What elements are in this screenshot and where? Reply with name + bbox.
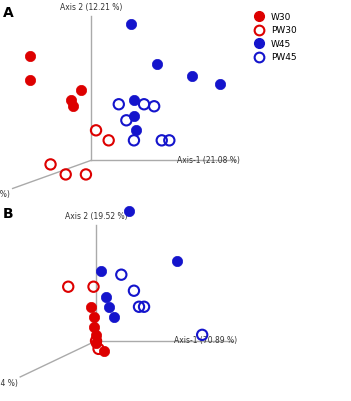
Point (71, 103, 76, 109)
Point (91, 324, 96, 330)
Text: Axis 3 (7.524 %): Axis 3 (7.524 %) (0, 379, 18, 388)
Point (166, 137, 172, 144)
Point (199, 332, 205, 338)
Point (98, 267, 104, 274)
Point (217, 81, 223, 87)
Point (91, 284, 96, 290)
Point (106, 304, 112, 310)
Point (96, 346, 101, 352)
Point (189, 73, 195, 79)
Legend: W30, PW30, W45, PW45: W30, PW30, W45, PW45 (250, 12, 297, 62)
Point (119, 271, 124, 278)
Point (131, 113, 137, 119)
Point (111, 314, 117, 320)
Text: Axis-1 (21.08 %): Axis-1 (21.08 %) (177, 156, 240, 165)
Point (128, 21, 134, 27)
Text: B: B (2, 207, 13, 221)
Point (124, 117, 129, 124)
Text: Axis-1 (70.89 %): Axis-1 (70.89 %) (174, 336, 238, 345)
Point (48, 161, 53, 168)
Point (91, 314, 96, 320)
Point (141, 304, 147, 310)
Point (106, 137, 112, 144)
Point (131, 288, 137, 294)
Text: Axis 2 (19.52 %): Axis 2 (19.52 %) (65, 212, 127, 221)
Point (68, 97, 74, 103)
Point (27, 77, 33, 83)
Point (136, 304, 142, 310)
Point (83, 171, 89, 178)
Point (103, 294, 109, 300)
Point (78, 87, 84, 93)
Point (126, 207, 132, 214)
Point (131, 137, 137, 144)
Point (93, 340, 99, 346)
Point (116, 101, 121, 107)
Point (174, 257, 180, 264)
Point (141, 101, 147, 107)
Text: Axis 3 (10.64 %): Axis 3 (10.64 %) (0, 190, 10, 199)
Point (101, 348, 106, 354)
Point (88, 304, 94, 310)
Text: Axis 2 (12.21 %): Axis 2 (12.21 %) (60, 3, 122, 12)
Point (154, 61, 159, 67)
Point (134, 127, 139, 134)
Text: A: A (2, 6, 13, 20)
Point (93, 338, 99, 344)
Point (151, 103, 157, 109)
Point (131, 97, 137, 103)
Point (65, 284, 71, 290)
Point (93, 332, 99, 338)
Point (27, 53, 33, 59)
Point (159, 137, 165, 144)
Point (93, 127, 99, 134)
Point (63, 171, 68, 178)
